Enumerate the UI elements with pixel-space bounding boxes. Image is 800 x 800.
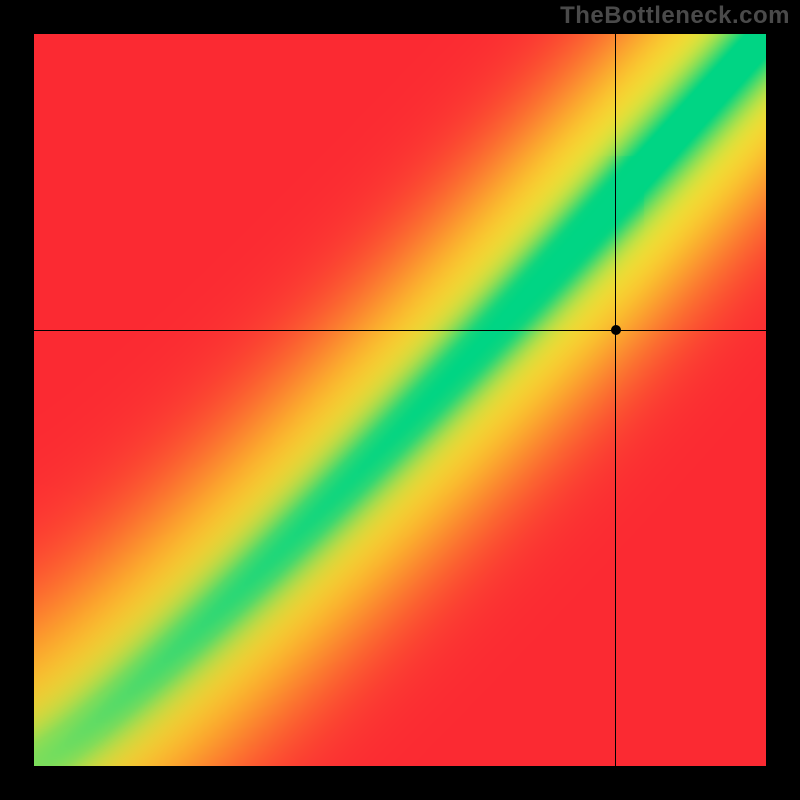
chart-container: TheBottleneck.com	[0, 0, 800, 800]
site-watermark: TheBottleneck.com	[560, 2, 790, 30]
bottleneck-heatmap	[34, 34, 766, 766]
